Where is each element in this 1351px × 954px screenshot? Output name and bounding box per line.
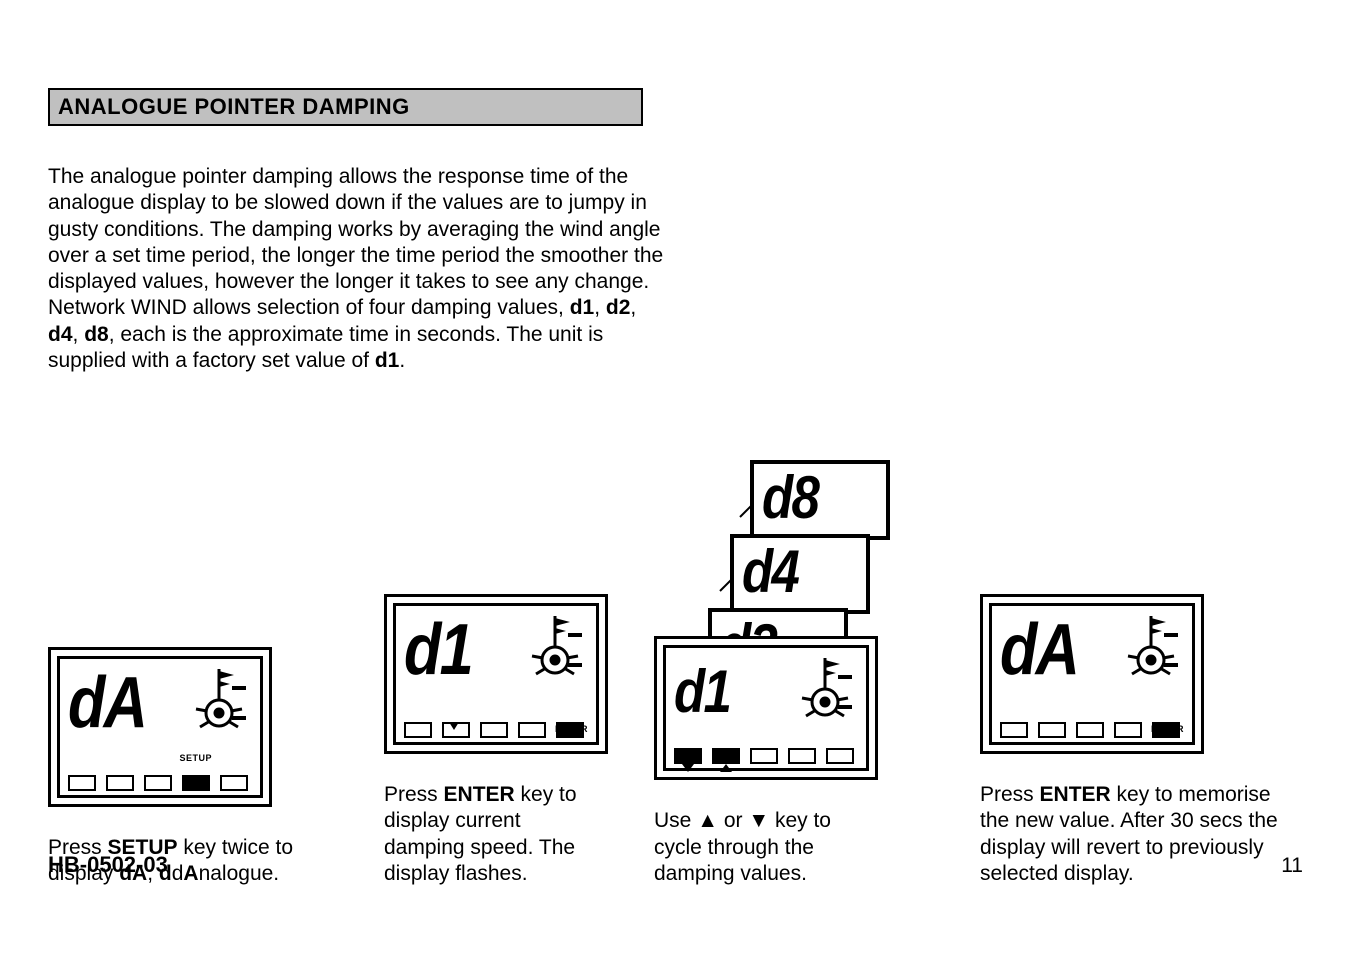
device-button [750,748,778,764]
step-4: dA ENTER [980,434,1280,887]
device-display-1: dA SETUP [48,647,272,807]
intro-text: The analogue pointer damping allows the … [48,164,668,374]
setup-label: SETUP [179,753,212,763]
intro-paragraph-2b: , each is the approximate time in second… [48,323,603,372]
segment-display: d1 [404,614,472,686]
device-button [1038,722,1066,738]
step-2-caption: Press ENTER key to display current dampi… [384,782,604,887]
up-arrow-icon: ▲ [697,809,718,832]
factory-value: d1 [375,349,400,372]
compass-icon [522,612,588,688]
intro-paragraph-1: The analogue pointer damping allows the … [48,165,663,293]
device-button [826,748,854,764]
setup-button [182,775,210,791]
device-button [788,748,816,764]
device-button [442,722,470,738]
device-button [106,775,134,791]
up-arrow-button [712,748,740,764]
intro-paragraph-2a: Network WIND allows selection of four da… [48,296,570,319]
button-row: ENTER [404,710,588,738]
step-2: d1 ENTER [384,434,608,887]
device-button [404,722,432,738]
device-button [518,722,546,738]
button-row: ENTER [1000,710,1184,738]
stack-tile-d4: d4 [730,534,870,614]
document-number: HB-0502-03 [48,852,168,878]
damping-value-d2: d2 [606,296,631,319]
device-button [220,775,248,791]
damping-value-d8: d8 [84,323,109,346]
damping-value-d1: d1 [570,296,595,319]
section-header: ANALOGUE POINTER DAMPING [48,88,643,126]
button-row [674,736,858,764]
device-button [144,775,172,791]
page-number: 11 [1281,854,1303,878]
enter-label: ENTER [555,724,588,734]
down-arrow-button [674,748,702,764]
button-row: SETUP [68,763,252,791]
device-button [1076,722,1104,738]
step-3: d8 d4 d2 d1 [654,460,914,887]
step-3-caption: Use ▲ or ▼ key to cycle through the damp… [654,808,864,887]
segment-display: d1 [674,662,730,722]
device-display-3: d1 [654,636,878,780]
segment-display: dA [68,667,146,739]
down-arrow-icon: ▼ [748,809,769,832]
step-1: dA SETUP [48,487,328,888]
enter-label: ENTER [1151,724,1184,734]
device-display-2: d1 ENTER [384,594,608,754]
device-display-4: dA ENTER [980,594,1204,754]
document-page: ANALOGUE POINTER DAMPING The analogue po… [0,0,1351,954]
step-4-caption: Press ENTER key to memorise the new valu… [980,782,1280,887]
device-button [1114,722,1142,738]
compass-icon [1118,612,1184,688]
segment-display: dA [1000,614,1078,686]
stack-tile-d8: d8 [750,460,890,540]
damping-value-d4: d4 [48,323,73,346]
device-button [1000,722,1028,738]
device-button [68,775,96,791]
compass-icon [792,654,858,730]
stacked-displays: d8 d4 d2 d1 [654,460,914,780]
compass-icon [186,665,252,741]
steps-row: dA SETUP [48,434,1303,887]
device-button [480,722,508,738]
